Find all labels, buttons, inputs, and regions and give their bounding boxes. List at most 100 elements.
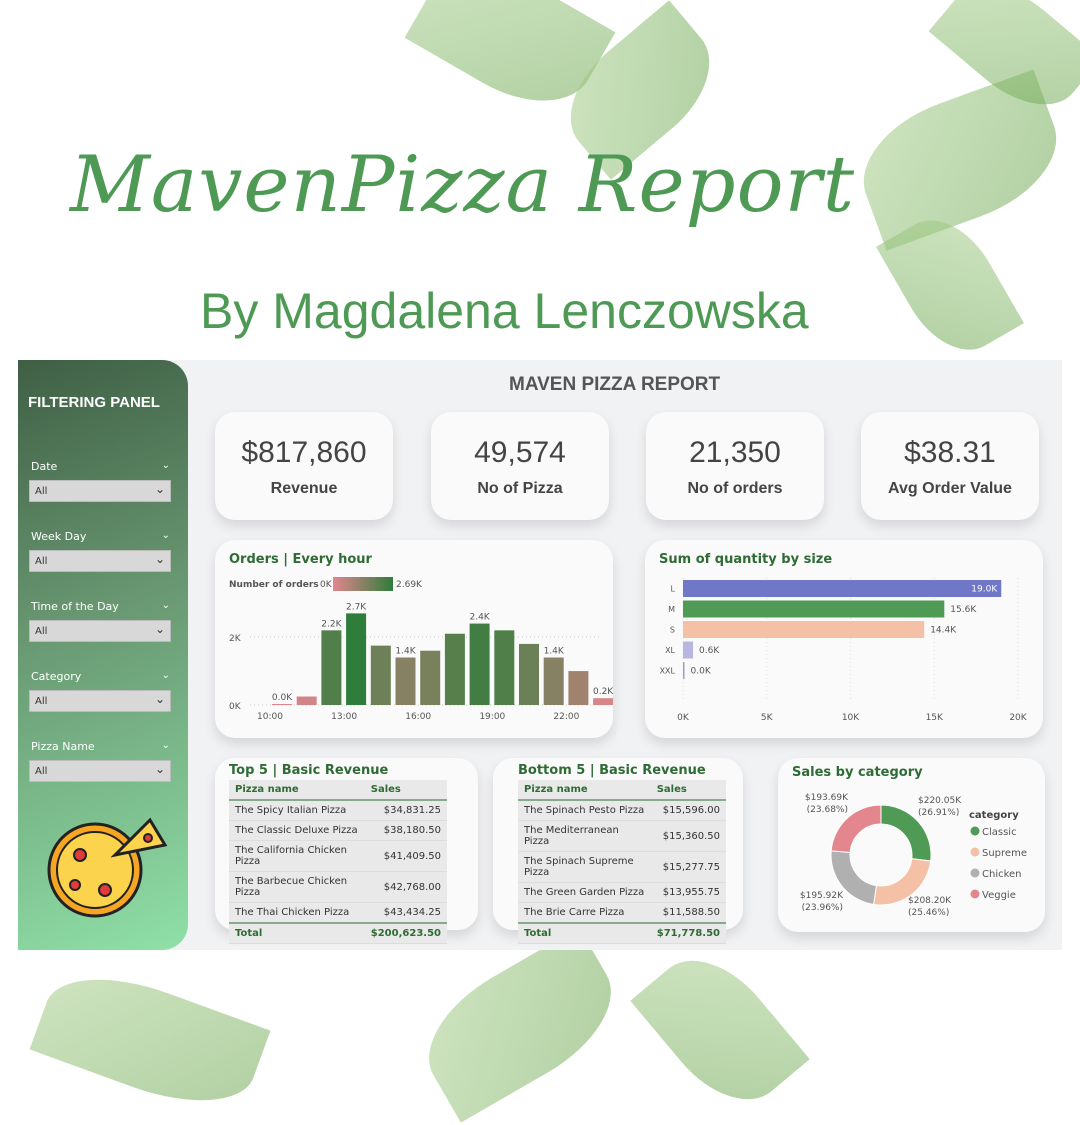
hour-bar[interactable] xyxy=(395,657,416,706)
sales-value: $15,277.75 xyxy=(650,851,726,883)
x-tick-label: 10K xyxy=(842,713,860,723)
chevron-down-icon: ⌄ xyxy=(154,692,165,706)
kpi-value: 49,574 xyxy=(474,436,566,469)
size-bar[interactable] xyxy=(683,641,694,659)
hour-bar[interactable] xyxy=(593,698,613,705)
donut-slice-veggie[interactable] xyxy=(830,804,882,853)
pizza-name: The Spinach Supreme Pizza xyxy=(518,851,651,883)
table-row: The Spicy Italian Pizza $34,831.25 xyxy=(229,800,447,821)
pizza-name: The Green Garden Pizza xyxy=(518,882,651,903)
hour-bar[interactable] xyxy=(519,643,539,705)
hour-bar[interactable] xyxy=(346,613,367,705)
filter-value: All xyxy=(35,696,48,707)
legend-item[interactable]: Veggie xyxy=(982,890,1016,901)
size-chart: 0K 5K 10K 15K 20K L 19.0K M 15.6K S 14.4K XL 0.6K XXL… xyxy=(660,578,1028,723)
sales-value: $42,768.00 xyxy=(364,871,447,903)
chevron-down-icon: ⌄ xyxy=(154,622,165,636)
kpi-label: Avg Order Value xyxy=(888,480,1012,497)
column-header[interactable]: Sales xyxy=(364,780,447,801)
chevron-down-icon[interactable]: ⌄ xyxy=(161,740,170,751)
category-donut-chart: $220.05K (26.91%) Classic $208.20K (25.46%) S… xyxy=(800,793,1027,918)
pizza-name: The Classic Deluxe Pizza xyxy=(229,820,365,841)
data-label: 15.6K xyxy=(950,605,977,615)
legend-item[interactable]: Chicken xyxy=(982,869,1022,880)
filter-dropdown[interactable]: All ⌄ xyxy=(29,760,171,782)
chevron-down-icon: ⌄ xyxy=(154,482,165,496)
filter-dropdown[interactable]: All ⌄ xyxy=(29,480,171,502)
legend-item[interactable]: Supreme xyxy=(982,848,1027,859)
y-tick-label: S xyxy=(670,626,675,635)
orders-hour-chart: Number of orders 0K 2.69K0K2K0.0K10:002.2K… xyxy=(229,577,613,722)
table-row: The Green Garden Pizza $13,955.75 xyxy=(518,882,726,903)
legend-marker xyxy=(970,826,980,836)
table-title: Bottom 5 | Basic Revenue xyxy=(518,763,706,778)
chevron-down-icon[interactable]: ⌄ xyxy=(161,460,170,471)
table-row: The Spinach Supreme Pizza $15,277.75 xyxy=(518,851,726,883)
sales-value: $43,434.25 xyxy=(364,902,447,924)
hour-bar[interactable] xyxy=(444,633,465,705)
data-label: 2.2K xyxy=(321,619,342,629)
y-tick-label: XL xyxy=(665,646,675,655)
pizza-name: The Spinach Pesto Pizza xyxy=(518,800,651,821)
filter-dropdown[interactable]: All ⌄ xyxy=(29,620,171,642)
hour-bar[interactable] xyxy=(420,650,441,705)
x-tick-label: 13:00 xyxy=(331,712,357,722)
legend-title: Number of orders xyxy=(229,580,319,590)
x-tick-label: 15K xyxy=(926,713,944,723)
size-bar[interactable] xyxy=(683,662,685,679)
kpi-label: No of orders xyxy=(687,480,783,497)
data-label: 0.0K xyxy=(691,667,712,677)
leaf-decoration xyxy=(29,955,271,1125)
filter-dropdown[interactable]: All ⌄ xyxy=(29,550,171,572)
kpi-value: $817,860 xyxy=(241,436,367,469)
total-row: Total $200,623.50 xyxy=(229,922,447,944)
slice-pct-label: (25.46%) xyxy=(908,908,949,918)
filter-label: Week Day xyxy=(31,530,87,543)
y-tick-label: 2K xyxy=(229,634,242,644)
chevron-down-icon[interactable]: ⌄ xyxy=(161,530,170,541)
filtering-panel: FILTERING PANEL Date ⌄ All ⌄ Week Day ⌄ Al… xyxy=(18,360,188,950)
hour-bar[interactable] xyxy=(321,630,342,705)
slice-pct-label: (23.68%) xyxy=(807,805,848,815)
chevron-down-icon[interactable]: ⌄ xyxy=(161,670,170,681)
data-label: 2.7K xyxy=(346,602,367,612)
data-label: 19.0K xyxy=(971,585,998,595)
legend-gradient xyxy=(333,577,393,591)
column-header[interactable]: Pizza name xyxy=(518,780,651,801)
total-value: $71,778.50 xyxy=(650,922,726,944)
legend-item[interactable]: Classic xyxy=(982,827,1017,838)
kpi-label: No of Pizza xyxy=(477,480,563,497)
table-row: The Barbecue Chicken Pizza $42,768.00 xyxy=(229,871,447,903)
y-tick-label: L xyxy=(671,585,676,594)
y-tick-label: M xyxy=(668,605,675,614)
kpi-card: $817,860 Revenue xyxy=(215,412,393,520)
x-tick-label: 0K xyxy=(677,713,690,723)
leaf-decoration xyxy=(405,927,635,1123)
pizza-name: The Thai Chicken Pizza xyxy=(229,902,365,924)
total-row: Total $71,778.50 xyxy=(518,922,726,944)
hour-bar[interactable] xyxy=(543,657,564,706)
data-label: 0.0K xyxy=(272,693,293,703)
size-card: Sum of quantity by size 0K 5K 10K 15K 20K L 19… xyxy=(645,540,1043,738)
column-header[interactable]: Pizza name xyxy=(229,780,365,801)
pizza-icon xyxy=(47,817,168,918)
hour-bar[interactable] xyxy=(272,704,292,705)
size-bar[interactable] xyxy=(683,621,925,638)
filter-dropdown[interactable]: All ⌄ xyxy=(29,690,171,712)
table-row: The Thai Chicken Pizza $43,434.25 xyxy=(229,902,447,924)
script-title: MavenPizza Report xyxy=(70,140,856,230)
hour-bar[interactable] xyxy=(296,696,317,705)
hour-bar[interactable] xyxy=(568,671,589,705)
hour-bar[interactable] xyxy=(469,623,490,705)
chart-title: Sum of quantity by size xyxy=(659,552,833,567)
hour-bar[interactable] xyxy=(370,645,391,705)
size-bar[interactable] xyxy=(683,600,945,618)
y-tick-label: 0K xyxy=(229,702,242,712)
pizza-name: The Brie Carre Pizza xyxy=(518,902,651,924)
column-header[interactable]: Sales xyxy=(650,780,726,801)
table-row: The Spinach Pesto Pizza $15,596.00 xyxy=(518,800,726,821)
x-tick-label: 20K xyxy=(1009,713,1027,723)
size-bar[interactable] xyxy=(683,580,1002,597)
hour-bar[interactable] xyxy=(494,630,515,705)
chevron-down-icon[interactable]: ⌄ xyxy=(161,600,170,611)
